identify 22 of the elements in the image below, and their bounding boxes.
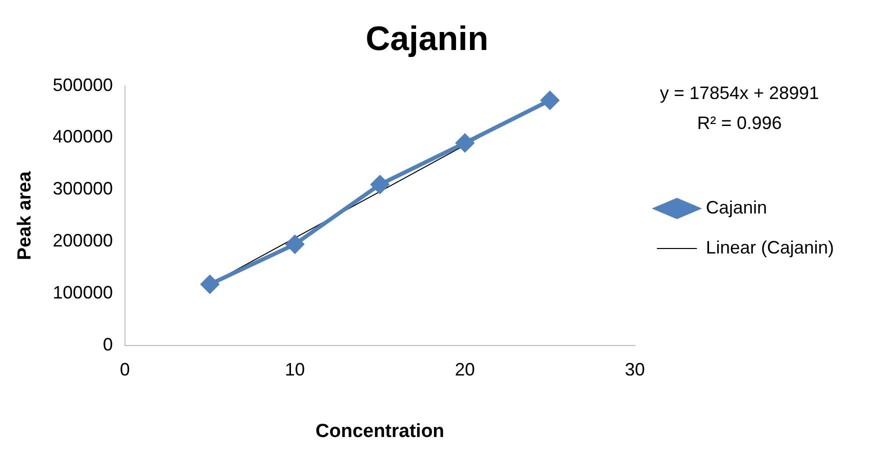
y-tick-label: 400000 [52,126,113,147]
point [286,235,304,254]
y-axis-title: Peak area [14,170,36,260]
text: y = 17854x + 28991 [660,82,820,103]
point [370,176,389,194]
x-tick-label: 30 [624,359,645,380]
x-tick-label: 10 [284,359,305,380]
y-tick-label: 100000 [52,282,113,303]
x-tick-label: 0 [120,359,130,380]
text: R² = 0.996 [697,112,782,133]
y-tick-label: 200000 [52,230,113,251]
legend-label: Linear (Cajanin) [706,237,834,258]
x-tick-label: 20 [454,359,475,380]
chart-title: Cajanin [366,20,488,58]
point [540,91,559,110]
y-tick-label: 500000 [52,74,113,95]
legend-label: Cajanin [706,197,767,218]
point [456,134,474,152]
y-tick-label: 0 [102,334,113,355]
x-axis-title: Concentration [316,420,444,442]
point [200,275,219,294]
y-tick-label: 300000 [52,178,113,199]
